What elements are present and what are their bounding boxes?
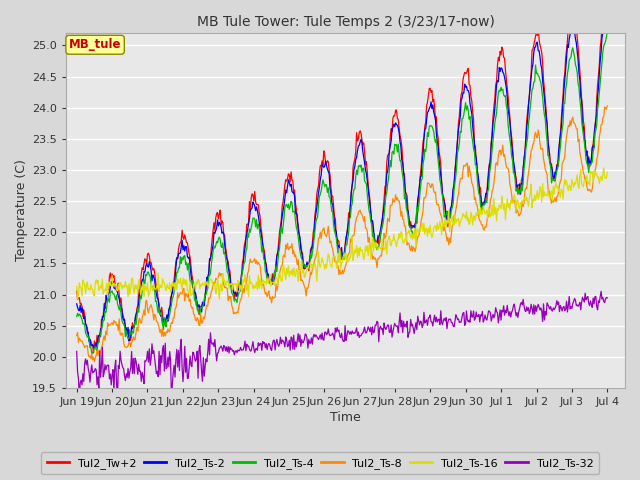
Tul2_Ts-4 [210, 243, 218, 249]
Tul2_Ts-2 [428, 106, 436, 111]
Tul2_Ts-4 [428, 123, 436, 129]
Tul2_Ts-32 [210, 344, 218, 349]
Tul2_Tw+2 [473, 162, 481, 168]
Tul2_Ts-8 [604, 103, 611, 109]
Tul2_Ts-32 [428, 319, 436, 325]
Tul2_Ts-4 [88, 350, 95, 356]
Tul2_Ts-4 [73, 314, 81, 320]
Tul2_Ts-8 [90, 359, 98, 364]
Tul2_Ts-2 [604, 2, 611, 8]
Tul2_Ts-8 [387, 203, 394, 208]
Tul2_Tw+2 [428, 88, 436, 94]
Tul2_Ts-2 [210, 229, 218, 235]
Tul2_Ts-16 [167, 289, 175, 295]
Legend: Tul2_Tw+2, Tul2_Ts-2, Tul2_Ts-4, Tul2_Ts-8, Tul2_Ts-16, Tul2_Ts-32: Tul2_Tw+2, Tul2_Ts-2, Tul2_Ts-4, Tul2_Ts… [41, 453, 599, 474]
Tul2_Ts-32 [387, 329, 394, 335]
Tul2_Ts-4 [314, 214, 321, 220]
Line: Tul2_Ts-16: Tul2_Ts-16 [77, 168, 607, 299]
Line: Tul2_Ts-4: Tul2_Ts-4 [77, 32, 607, 353]
Tul2_Ts-8 [428, 181, 436, 187]
Tul2_Ts-32 [168, 395, 175, 401]
Tul2_Ts-16 [73, 284, 81, 289]
Tul2_Ts-16 [216, 296, 223, 302]
Tul2_Ts-32 [314, 335, 321, 341]
Tul2_Ts-8 [473, 202, 481, 208]
Tul2_Tw+2 [168, 293, 175, 299]
Tul2_Ts-32 [113, 401, 121, 407]
Tul2_Ts-2 [387, 143, 394, 149]
Tul2_Ts-32 [597, 288, 605, 294]
Tul2_Ts-8 [314, 244, 321, 250]
Tul2_Ts-16 [209, 283, 217, 289]
Tul2_Ts-4 [387, 157, 394, 163]
Title: MB Tule Tower: Tule Temps 2 (3/23/17-now): MB Tule Tower: Tule Temps 2 (3/23/17-now… [196, 15, 495, 29]
Line: Tul2_Ts-32: Tul2_Ts-32 [77, 291, 607, 404]
Tul2_Ts-16 [473, 213, 481, 218]
Tul2_Tw+2 [314, 186, 321, 192]
Tul2_Tw+2 [90, 350, 97, 356]
Tul2_Ts-2 [168, 292, 175, 298]
Tul2_Tw+2 [210, 220, 218, 226]
Line: Tul2_Tw+2: Tul2_Tw+2 [77, 0, 607, 353]
Tul2_Ts-2 [93, 345, 101, 350]
Tul2_Ts-2 [473, 169, 481, 175]
Y-axis label: Temperature (C): Temperature (C) [15, 159, 28, 262]
Tul2_Ts-8 [168, 320, 175, 325]
Tul2_Ts-16 [387, 241, 394, 247]
Tul2_Ts-32 [473, 314, 481, 320]
Line: Tul2_Ts-8: Tul2_Ts-8 [77, 106, 607, 361]
Line: Tul2_Ts-2: Tul2_Ts-2 [77, 0, 607, 348]
Tul2_Tw+2 [387, 133, 394, 139]
Tul2_Ts-4 [473, 174, 481, 180]
Tul2_Ts-2 [73, 301, 81, 307]
Tul2_Ts-16 [600, 165, 607, 171]
Tul2_Ts-16 [428, 235, 436, 240]
Tul2_Ts-2 [314, 198, 321, 204]
Tul2_Ts-4 [604, 29, 611, 35]
X-axis label: Time: Time [330, 411, 361, 424]
Tul2_Ts-32 [604, 295, 611, 301]
Tul2_Tw+2 [73, 288, 81, 294]
Tul2_Ts-16 [604, 169, 611, 175]
Text: MB_tule: MB_tule [69, 38, 122, 51]
Tul2_Ts-4 [168, 302, 175, 308]
Tul2_Ts-16 [314, 265, 321, 271]
Tul2_Ts-8 [73, 333, 81, 338]
Tul2_Ts-32 [73, 348, 81, 354]
Tul2_Ts-8 [210, 279, 218, 285]
Tul2_Ts-2 [603, 0, 611, 3]
